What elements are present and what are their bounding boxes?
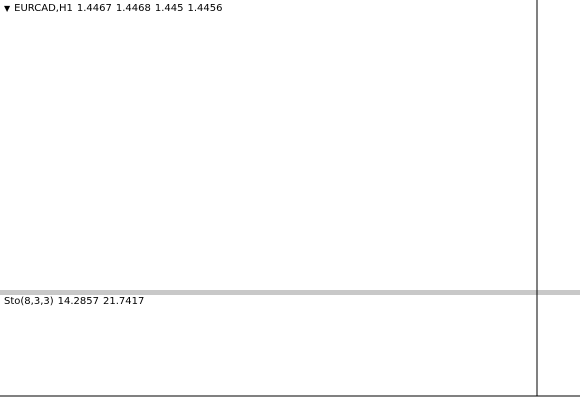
collapse-icon[interactable]: ▼ <box>4 4 11 13</box>
last-close: 1.4456 <box>187 3 223 14</box>
symbol: EURCAD,H1 <box>14 3 73 14</box>
indicator-header: Sto(8,3,3) 14.2857 21.7417 <box>4 296 148 308</box>
chart-header: ▼ EURCAD,H1 1.4467 1.4468 1.445 1.4456 <box>4 3 226 15</box>
main-value: 14.2857 <box>57 296 99 307</box>
window-separator <box>0 290 580 295</box>
last-high: 1.4468 <box>115 3 151 14</box>
last-low: 1.445 <box>154 3 184 14</box>
indicator-title: Sto(8,3,3) <box>4 296 54 307</box>
signal-value: 21.7417 <box>103 296 145 307</box>
last-open: 1.4467 <box>76 3 112 14</box>
